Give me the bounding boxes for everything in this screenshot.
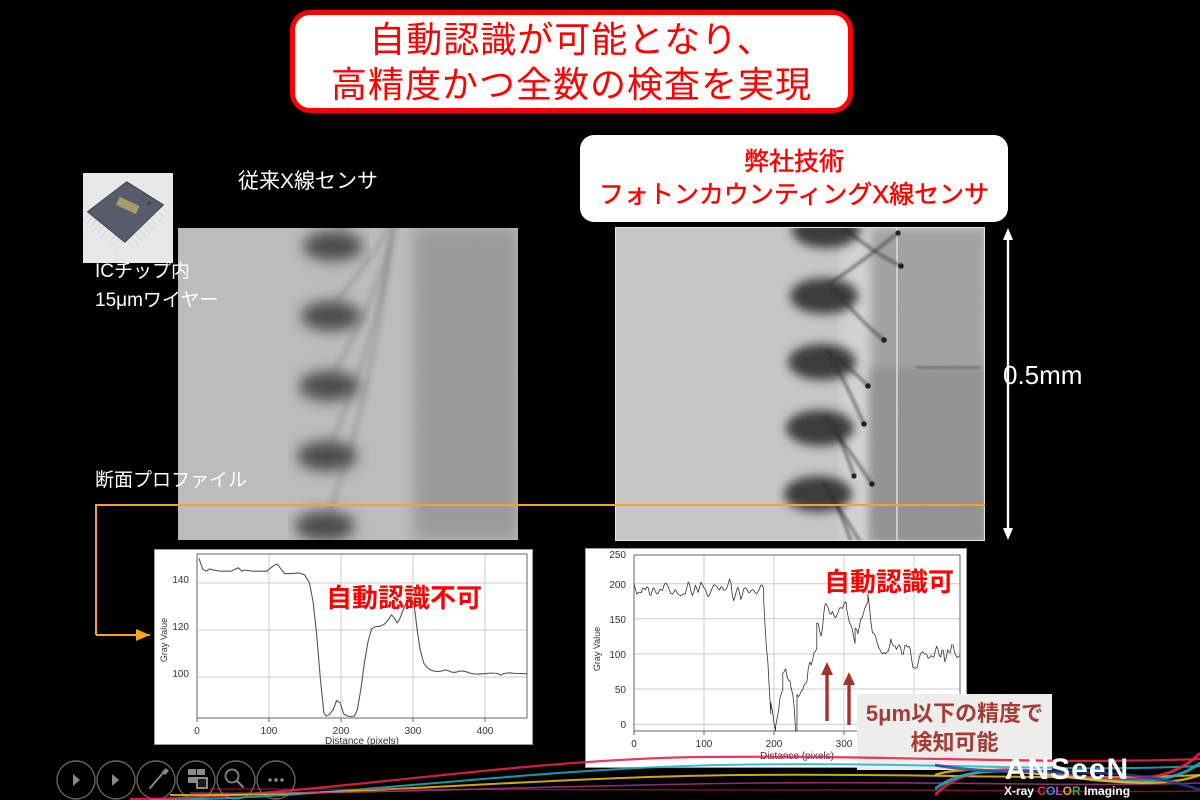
- svg-text:X-ray COLOR Imaging: X-ray COLOR Imaging: [1004, 784, 1130, 798]
- svg-text:ANSeeN: ANSeeN: [1005, 753, 1129, 786]
